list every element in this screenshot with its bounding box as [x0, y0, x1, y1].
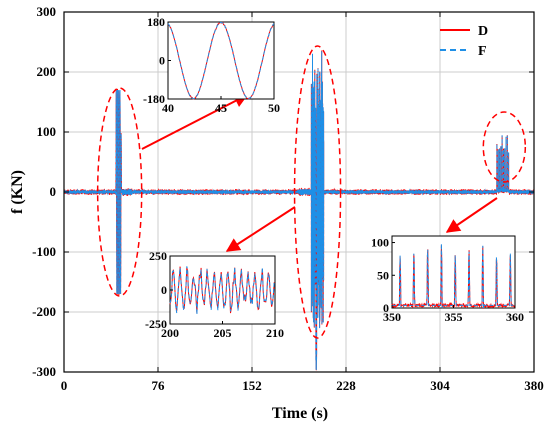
x-tick-label: 228 — [336, 378, 356, 393]
inset-y-tick-label: 250 — [149, 249, 167, 263]
inset-x-tick-label: 355 — [445, 310, 463, 324]
inset-y-tick-label: 0 — [383, 301, 389, 315]
y-tick-label: -300 — [32, 364, 56, 379]
inset-y-tick-label: 0 — [161, 283, 167, 297]
x-tick-label: 0 — [61, 378, 68, 393]
legend-label-D: D — [478, 24, 488, 39]
inset-y-tick-label: -180 — [143, 92, 165, 106]
callout-arrows — [141, 94, 498, 252]
inset-y-tick-label: -250 — [145, 317, 167, 331]
inset-x-tick-label: 360 — [506, 310, 524, 324]
y-tick-label: -100 — [32, 244, 56, 259]
inset-3: 350 355 360 0 50 100 — [371, 235, 524, 324]
inset-x-tick-label: 200 — [161, 326, 179, 340]
x-tick-label: 152 — [242, 378, 262, 393]
inset-x-tick-label: 205 — [214, 326, 232, 340]
callout-arrow — [141, 94, 249, 150]
y-tick-label: 300 — [37, 4, 57, 19]
inset-2: 200 205 210 -250 0 250 — [145, 249, 284, 340]
x-tick-label: 304 — [430, 378, 450, 393]
inset-1: 40 45 50 -180 0 180 — [143, 15, 280, 115]
callout-arrow — [445, 197, 498, 233]
y-tick-label: -200 — [32, 304, 56, 319]
y-axis-label: f (KN) — [9, 170, 26, 214]
highlight-ellipse — [293, 45, 342, 339]
axes: 0 76 152 228 304 380 -300 -200 -100 0 100 200 300 — [32, 4, 544, 393]
x-tick-label: 76 — [152, 378, 166, 393]
inset-x-tick-label: 350 — [383, 310, 401, 324]
inset-y-tick-label: 50 — [377, 268, 389, 282]
inset-x-tick-label: 45 — [215, 101, 227, 115]
y-tick-label: 100 — [37, 124, 57, 139]
highlight-ellipses — [96, 45, 527, 339]
highlight-ellipse — [96, 87, 143, 297]
callout-arrow — [225, 206, 296, 252]
y-tick-label: 200 — [37, 64, 57, 79]
inset-x-tick-label: 50 — [268, 101, 280, 115]
x-tick-label: 380 — [524, 378, 544, 393]
inset-series-F — [167, 21, 275, 100]
highlight-ellipse — [482, 111, 527, 183]
inset-x-tick-label: 210 — [266, 326, 284, 340]
legend: D F — [440, 24, 488, 59]
inset-frame — [391, 235, 516, 309]
insets: 40 45 50 -180 0 180 200 205 210 -250 0 250 350 355 360… — [143, 15, 524, 340]
y-tick-label: 0 — [50, 184, 57, 199]
x-axis-label: Time (s) — [272, 405, 328, 422]
legend-label-F: F — [478, 44, 487, 59]
inset-frame — [167, 21, 275, 100]
inset-y-tick-label: 0 — [159, 54, 165, 68]
inset-x-tick-label: 40 — [162, 101, 174, 115]
inset-series-F — [169, 266, 275, 315]
inset-y-tick-label: 100 — [371, 236, 389, 250]
inset-y-tick-label: 180 — [147, 15, 165, 29]
series-line-F — [63, 51, 535, 371]
